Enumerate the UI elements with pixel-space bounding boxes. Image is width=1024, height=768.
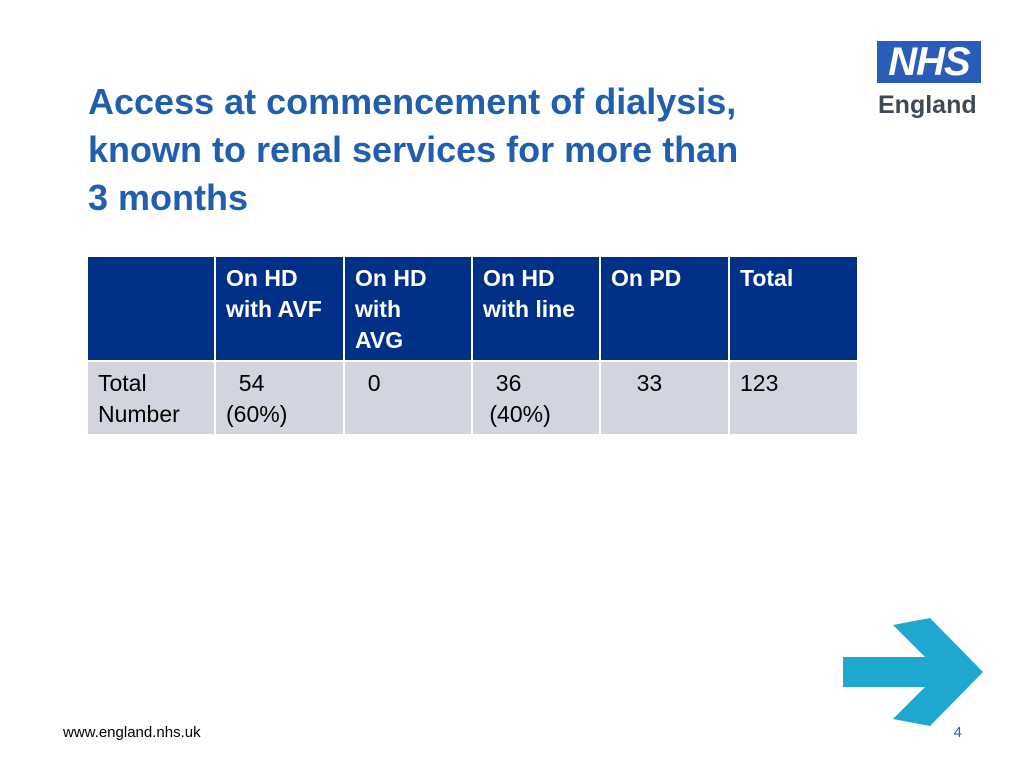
header-text: On PD — [611, 265, 682, 291]
cell-text: Total Number — [98, 370, 180, 427]
value-cell-pd: 33 — [599, 360, 730, 436]
title-line-3: 3 months — [88, 177, 249, 218]
value-cell-hd-avg: 0 — [343, 360, 473, 436]
header-text: On HD with line — [483, 265, 575, 322]
nhs-england-logo: NHS England — [877, 41, 983, 119]
header-cell-total: Total — [728, 255, 859, 362]
value-cell-hd-line: 36 (40%) — [471, 360, 601, 436]
value-cell-total: 123 — [728, 360, 859, 436]
cell-text: 33 — [611, 370, 663, 396]
footer-url[interactable]: www.england.nhs.uk — [63, 724, 201, 741]
cell-text: 54 (60%) — [226, 370, 288, 427]
header-cell-blank — [86, 255, 216, 362]
title-line-2: known to renal services for more than — [88, 129, 739, 170]
header-cell-hd-avf: On HD with AVF — [214, 255, 345, 362]
header-cell-hd-line: On HD with line — [471, 255, 601, 362]
logo-subtitle: England — [878, 91, 977, 119]
dialysis-access-table: On HD with AVF On HD with AVG On HD with… — [86, 255, 859, 436]
cell-text: 36 (40%) — [489, 370, 551, 427]
header-text: Total — [740, 265, 794, 291]
table-row: Total Number 54 (60%) 0 36 (40%) 33 123 — [86, 360, 859, 436]
slide-title: Access at commencement of dialysis, know… — [88, 78, 828, 222]
row-label-cell: Total Number — [86, 360, 216, 436]
value-cell-hd-avf: 54 (60%) — [214, 360, 345, 436]
header-text: On HD with AVF — [226, 265, 322, 322]
cell-text: 0 — [355, 370, 381, 396]
header-cell-hd-avg: On HD with AVG — [343, 255, 473, 362]
cell-text: 123 — [740, 370, 779, 396]
arrow-shape — [843, 618, 983, 726]
header-cell-pd: On PD — [599, 255, 730, 362]
right-arrow-icon[interactable] — [843, 617, 985, 727]
page-number: 4 — [953, 724, 962, 741]
nhs-logo-mark: NHS — [877, 41, 981, 83]
header-text: On HD with AVG — [355, 265, 427, 353]
table-header-row: On HD with AVF On HD with AVG On HD with… — [86, 255, 859, 362]
title-line-1: Access at commencement of dialysis, — [88, 81, 737, 122]
